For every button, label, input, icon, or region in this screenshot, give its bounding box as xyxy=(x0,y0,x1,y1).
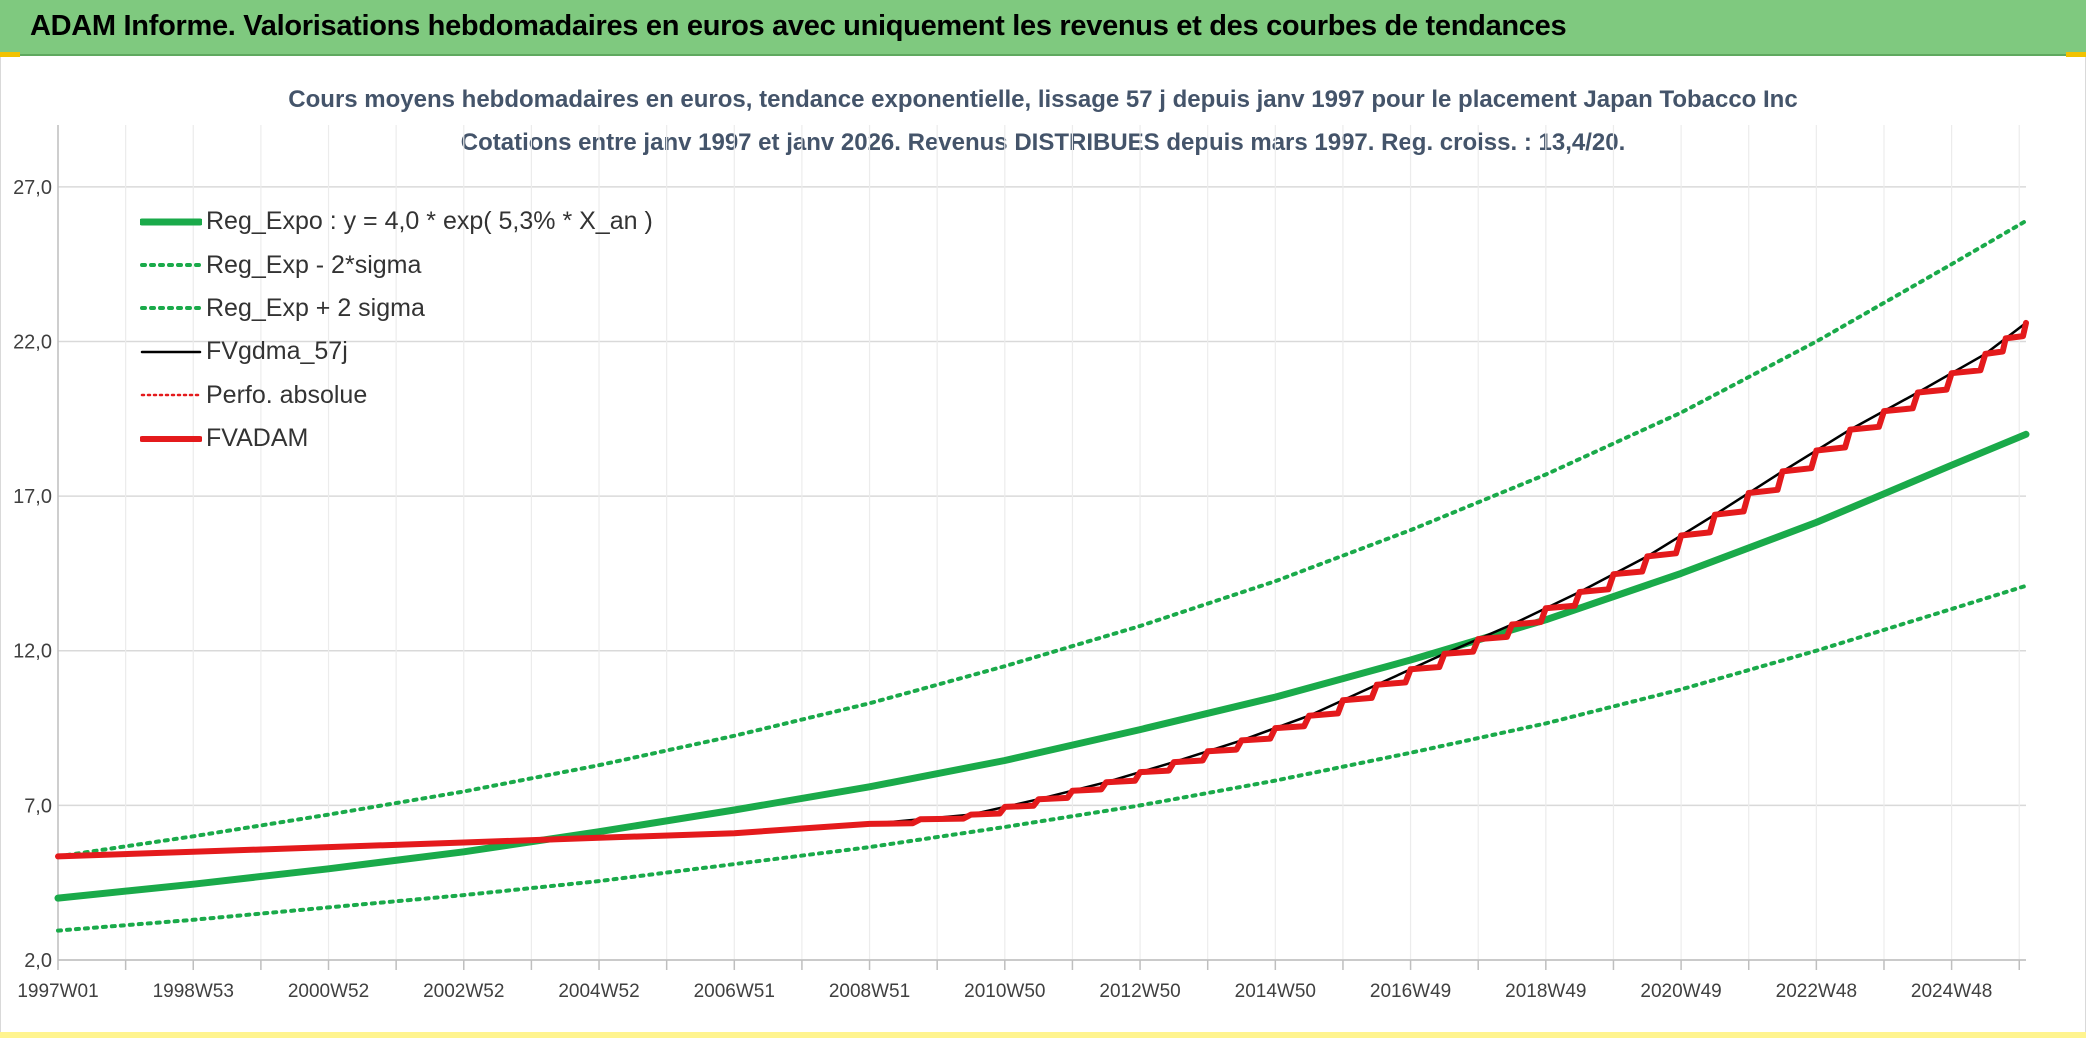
y-tick-label: 17,0 xyxy=(13,486,52,508)
corner-mark-left xyxy=(0,52,20,57)
y-tick-label: 27,0 xyxy=(13,177,52,199)
series-line-0 xyxy=(54,430,2030,902)
x-tick-label: 2016W49 xyxy=(1370,981,1451,1002)
x-tick-label: 2008W51 xyxy=(829,981,910,1002)
x-tick-label: 2018W49 xyxy=(1505,981,1586,1002)
y-tick-label: 2,0 xyxy=(24,950,52,972)
legend-label: Reg_Exp + 2 sigma xyxy=(206,293,425,322)
legend-swatch xyxy=(140,435,202,442)
header-title: ADAM Informe. Valorisations hebdomadaire… xyxy=(30,10,1567,42)
x-tick-label: 2000W52 xyxy=(288,981,369,1002)
y-tick-label: 22,0 xyxy=(13,331,52,353)
legend-item: Reg_Expo : y = 4,0 * exp( 5,3% * X_an ) xyxy=(140,200,653,243)
x-tick-label: 2006W51 xyxy=(694,981,775,1002)
y-tick-label: 12,0 xyxy=(13,641,52,663)
legend-label: FVADAM xyxy=(206,424,309,453)
series-line-1 xyxy=(56,583,2028,933)
x-tick-label: 2010W50 xyxy=(964,981,1045,1002)
legend-item: Perfo. absolue xyxy=(140,374,653,417)
legend-swatch xyxy=(140,218,202,226)
legend-swatch xyxy=(140,394,202,397)
legend-label: Perfo. absolue xyxy=(206,380,368,409)
x-tick-label: 2012W50 xyxy=(1099,981,1180,1002)
legend-label: FVgdma_57j xyxy=(206,337,348,366)
series-line-5 xyxy=(55,319,2029,860)
x-tick-label: 2014W50 xyxy=(1235,981,1316,1002)
x-tick-label: 1998W53 xyxy=(153,981,234,1002)
x-tick-label: 2002W52 xyxy=(423,981,504,1002)
legend-item: FVgdma_57j xyxy=(140,330,653,373)
legend-label: Reg_Expo : y = 4,0 * exp( 5,3% * X_an ) xyxy=(206,207,653,236)
legend-label: Reg_Exp - 2*sigma xyxy=(206,250,422,279)
corner-mark-right xyxy=(2066,52,2086,57)
x-tick-label: 1997W01 xyxy=(17,981,98,1002)
legend: Reg_Expo : y = 4,0 * exp( 5,3% * X_an ) R… xyxy=(140,200,653,460)
legend-item: Reg_Exp + 2 sigma xyxy=(140,287,653,330)
header-bar: ADAM Informe. Valorisations hebdomadaire… xyxy=(0,0,2086,56)
legend-swatch xyxy=(140,263,202,268)
x-tick-label: 2022W48 xyxy=(1776,981,1857,1002)
x-tick-label: 2020W49 xyxy=(1640,981,1721,1002)
x-tick-label: 2024W48 xyxy=(1911,981,1992,1002)
legend-item: Reg_Exp - 2*sigma xyxy=(140,243,653,286)
series-line-2 xyxy=(56,218,2028,859)
chart-title-line2: Cotations entre janv 1997 et janv 2026. … xyxy=(460,129,1626,156)
legend-item: FVADAM xyxy=(140,417,653,460)
y-tick-label: 7,0 xyxy=(24,795,52,817)
legend-swatch xyxy=(140,306,202,311)
x-tick-label: 2004W52 xyxy=(558,981,639,1002)
bottom-strip xyxy=(0,1032,2086,1038)
legend-swatch xyxy=(140,350,202,354)
chart-title-line1: Cours moyens hebdomadaires en euros, ten… xyxy=(288,86,1798,113)
